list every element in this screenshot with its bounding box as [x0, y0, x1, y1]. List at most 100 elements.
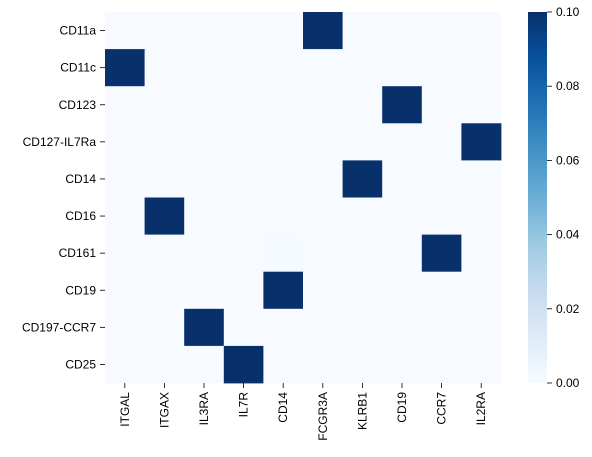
heatmap-cell — [263, 308, 304, 347]
heatmap-cell — [303, 123, 343, 161]
heatmap-cell — [303, 49, 343, 87]
heatmap-cell — [342, 123, 383, 161]
x-tick-label: IL3RA — [197, 392, 211, 425]
colorbar-ticks: 0.00 0.02 0.04 0.06 0.08 0.10 — [547, 5, 580, 390]
x-tick-label: CCR7 — [435, 392, 449, 425]
heatmap-cell — [223, 271, 264, 310]
heatmap-cell — [382, 12, 423, 50]
heatmap-cell — [461, 160, 502, 198]
heatmap-cell — [263, 234, 304, 273]
heatmap-cell — [382, 160, 423, 198]
heatmap-cell — [263, 12, 304, 50]
heatmap-cell — [105, 86, 145, 124]
heatmap-cell — [303, 12, 343, 50]
y-tick-label: CD11a — [60, 24, 97, 38]
heatmap-cell — [144, 12, 185, 50]
x-tick-label: ITGAL — [118, 392, 132, 427]
heatmap-cell — [382, 271, 423, 310]
heatmap-cell — [382, 197, 423, 235]
heatmap-cell — [303, 86, 343, 124]
heatmap-cell — [461, 86, 502, 124]
heatmap-cell — [105, 123, 145, 161]
heatmap-cell — [105, 49, 145, 87]
x-tick-label: IL2RA — [474, 392, 488, 425]
y-tick-label: CD127-IL7Ra — [23, 135, 97, 149]
heatmap-cell — [342, 345, 383, 384]
x-tick-label: IL7R — [237, 392, 251, 418]
y-tick-label: CD11c — [60, 61, 96, 75]
x-tick-label: ITGAX — [157, 392, 171, 428]
heatmap-cell — [144, 123, 185, 161]
colorbar-tick-label: 0.02 — [556, 302, 580, 316]
x-tick-label: FCGR3A — [316, 392, 330, 441]
heatmap-cell — [263, 345, 304, 384]
heatmap-cell — [342, 49, 383, 87]
heatmap-cell — [105, 160, 145, 198]
heatmap-cell — [303, 234, 343, 273]
y-tick-label: CD14 — [65, 172, 96, 186]
heatmap-cell — [263, 86, 304, 124]
heatmap-cells — [105, 12, 502, 384]
heatmap-cell — [263, 123, 304, 161]
heatmap-cell — [421, 197, 462, 235]
heatmap-cell — [342, 271, 383, 310]
heatmap-cell — [144, 160, 185, 198]
heatmap-cell — [342, 308, 383, 347]
heatmap-cell — [461, 123, 502, 161]
y-tick-label: CD197-CCR7 — [22, 320, 96, 334]
heatmap-cell — [461, 345, 502, 384]
heatmap-cell — [461, 271, 502, 310]
colorbar-tick-label: 0.06 — [556, 153, 580, 167]
heatmap-cell — [184, 345, 225, 384]
heatmap-cell — [105, 197, 145, 235]
heatmap-cell — [342, 12, 383, 50]
colorbar-tick-label: 0.08 — [556, 79, 580, 93]
heatmap-cell — [184, 160, 225, 198]
heatmap-cell — [144, 49, 185, 87]
heatmap-cell — [421, 123, 462, 161]
heatmap-cell — [421, 271, 462, 310]
heatmap-cell — [461, 308, 502, 347]
heatmap-cell — [421, 49, 462, 87]
heatmap-cell — [144, 271, 185, 310]
heatmap-cell — [342, 160, 383, 198]
heatmap-cell — [184, 49, 225, 87]
heatmap-cell — [342, 234, 383, 273]
heatmap-cell — [184, 234, 225, 273]
heatmap-cell — [461, 49, 502, 87]
heatmap-cell — [223, 197, 264, 235]
heatmap-cell — [382, 49, 423, 87]
heatmap-cell — [105, 345, 145, 384]
heatmap-cell — [184, 271, 225, 310]
heatmap-cell — [144, 197, 185, 235]
heatmap-cell — [223, 123, 264, 161]
y-tick-label: CD25 — [65, 357, 96, 371]
heatmap-cell — [303, 308, 343, 347]
heatmap-cell — [223, 234, 264, 273]
heatmap-cell — [461, 197, 502, 235]
heatmap-cell — [382, 123, 423, 161]
heatmap-cell — [105, 271, 145, 310]
colorbar-tick-label: 0.00 — [556, 376, 580, 390]
heatmap-cell — [303, 271, 343, 310]
heatmap-cell — [263, 271, 304, 310]
heatmap-cell — [263, 49, 304, 87]
heatmap-cell — [303, 197, 343, 235]
x-axis: ITGAL ITGAX IL3RA IL7R CD14 FCGR3A KLRB1 CD19 CC… — [118, 383, 488, 441]
heatmap-cell — [342, 197, 383, 235]
heatmap-cell — [105, 12, 145, 50]
y-axis: CD11a CD11c CD123 CD127-IL7Ra CD14 CD16 CD161 C… — [22, 24, 105, 371]
heatmap-cell — [421, 308, 462, 347]
heatmap-cell — [184, 308, 225, 347]
heatmap-cell — [421, 345, 462, 384]
y-tick-label: CD123 — [59, 98, 97, 112]
y-tick-label: CD161 — [59, 246, 97, 260]
heatmap-cell — [382, 308, 423, 347]
heatmap-cell — [263, 197, 304, 235]
heatmap-cell — [144, 308, 185, 347]
y-tick-label: CD16 — [65, 209, 96, 223]
heatmap-cell — [105, 308, 145, 347]
heatmap-cell — [184, 123, 225, 161]
heatmap-cell — [184, 197, 225, 235]
